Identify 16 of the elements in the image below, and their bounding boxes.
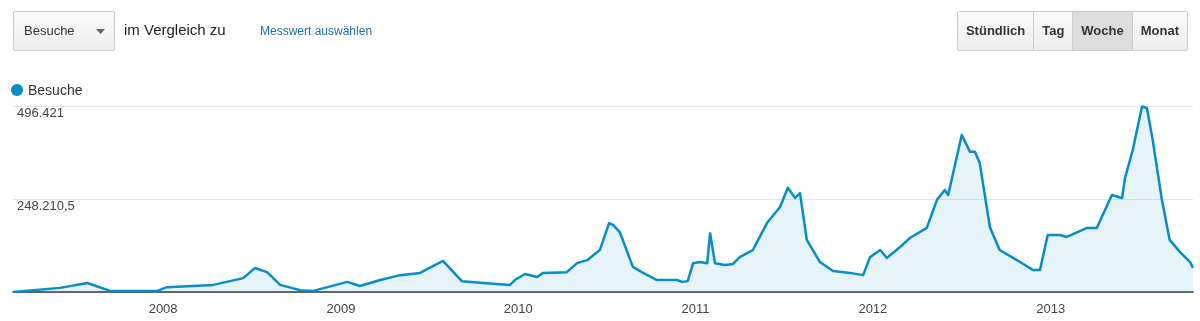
text: Tag: [1033, 12, 1073, 50]
y-tick-label: 248.210,5: [17, 198, 75, 213]
text: Besuche: [13, 11, 115, 51]
legend-label: Besuche: [28, 82, 83, 98]
x-tick-label: 2011: [681, 301, 710, 316]
x-tick-label: 2013: [1036, 301, 1066, 316]
text: Messwert auswählen: [260, 24, 373, 38]
text: im Vergleich zu: [124, 21, 226, 38]
text: Stündlich: [957, 12, 1034, 50]
x-tick-label: 2009: [326, 301, 356, 316]
x-tick-label: 2008: [148, 301, 178, 316]
x-tick-label: 2010: [503, 301, 533, 316]
text: Woche: [1072, 12, 1132, 50]
y-tick-label: 496.421: [17, 105, 64, 120]
x-tick-label: 2012: [858, 301, 888, 316]
text: Monat: [1131, 12, 1187, 50]
